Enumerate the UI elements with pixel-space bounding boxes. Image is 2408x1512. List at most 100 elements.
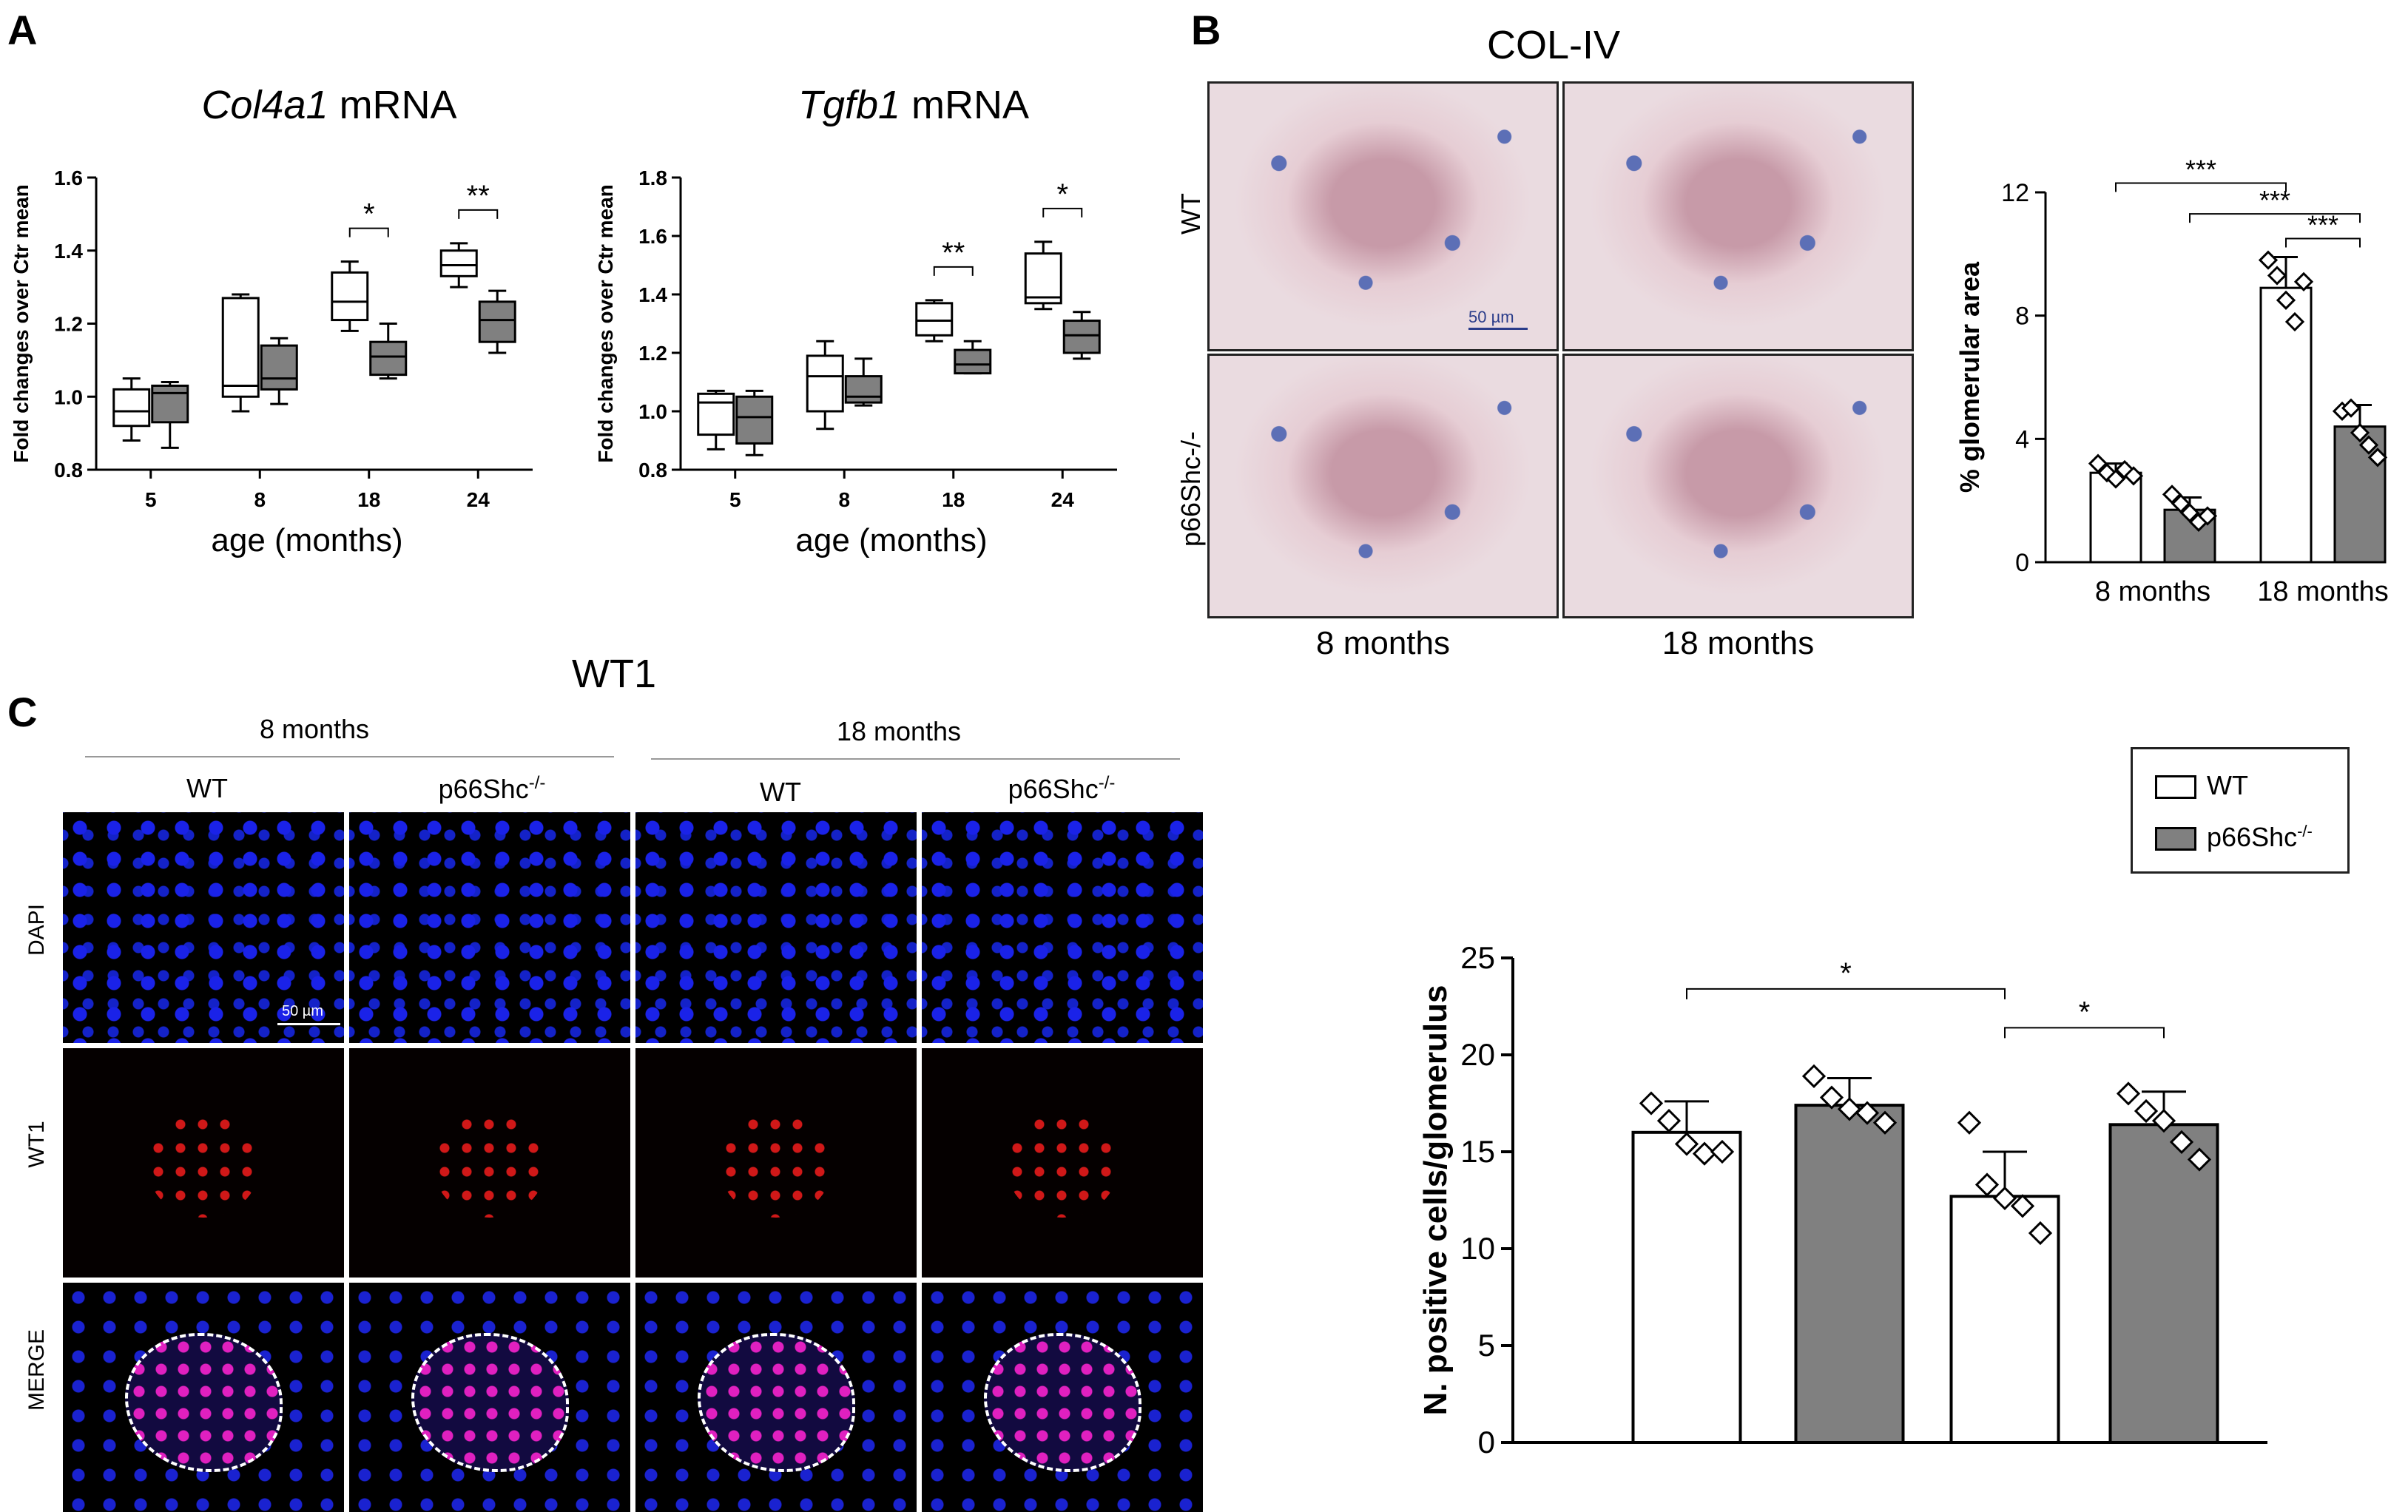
col4-area-bar-chart: 0 4 8 12 % glomerular area 8 months 18 months *… bbox=[1955, 155, 2389, 608]
y-tick-label: 1.0 bbox=[54, 385, 83, 408]
y-tick-label: 1.4 bbox=[54, 240, 83, 263]
data-point bbox=[2276, 290, 2296, 310]
glomerulus-outline bbox=[411, 1333, 569, 1472]
significance-label: *** bbox=[2259, 185, 2290, 215]
row-label-wt: WT bbox=[1176, 193, 1206, 234]
y-axis-label: Fold changes over Ctr mean bbox=[10, 184, 33, 463]
data-point bbox=[2134, 1098, 2159, 1124]
data-point bbox=[2293, 271, 2314, 291]
y-tick-label: 20 bbox=[1460, 1037, 1495, 1072]
row-label-dapi: DAPI bbox=[24, 903, 49, 956]
bar bbox=[1794, 1104, 1905, 1444]
dapi-ko-18m bbox=[922, 812, 1203, 1043]
x-tick-label: 18 bbox=[357, 488, 380, 511]
y-tick-label: 15 bbox=[1460, 1134, 1495, 1169]
data-point bbox=[1957, 1110, 1982, 1135]
legend-swatch-wt bbox=[2155, 775, 2196, 799]
box-ko bbox=[151, 384, 189, 424]
box-ko bbox=[954, 348, 992, 375]
data-point bbox=[2162, 485, 2182, 504]
bar bbox=[1631, 1130, 1742, 1444]
data-point bbox=[2088, 453, 2108, 473]
col4-title: COL-IV bbox=[1486, 23, 1621, 67]
y-tick-label: 0 bbox=[2015, 549, 2029, 577]
data-point bbox=[2179, 503, 2200, 523]
significance-label: ** bbox=[467, 180, 490, 212]
x-tick-label: 24 bbox=[467, 488, 490, 511]
data-point bbox=[2097, 463, 2117, 483]
y-tick-label: 0.8 bbox=[54, 459, 83, 482]
glomerulus-outline bbox=[697, 1333, 855, 1472]
y-tick-label: 1.2 bbox=[638, 342, 667, 365]
box-wt bbox=[112, 388, 151, 428]
col-label-ko-8m: p66Shc-/- bbox=[438, 773, 546, 804]
group-line-8m bbox=[85, 756, 614, 757]
data-point bbox=[1819, 1085, 1844, 1110]
x-axis-label: age (months) bbox=[211, 522, 402, 558]
merge-wt-8m bbox=[63, 1283, 344, 1512]
x-tick-label: 8 bbox=[838, 488, 850, 511]
scale-label: 50 µm bbox=[282, 1003, 323, 1019]
x-tick-label: 24 bbox=[1051, 488, 1075, 511]
data-point bbox=[1674, 1132, 1699, 1156]
significance-bracket bbox=[2285, 237, 2361, 248]
data-point bbox=[2267, 266, 2287, 286]
data-point bbox=[2116, 1081, 2141, 1106]
bar bbox=[1949, 1195, 2060, 1444]
data-point bbox=[2341, 398, 2361, 418]
group-label-8m: 8 months bbox=[259, 714, 370, 744]
box-wt bbox=[1024, 252, 1062, 305]
significance-bracket bbox=[1686, 988, 2006, 999]
glomerulus-outline bbox=[124, 1333, 283, 1472]
group-label-18m: 18 months bbox=[836, 716, 962, 746]
box-ko bbox=[844, 375, 883, 404]
significance-label: ** bbox=[942, 237, 965, 269]
x-tick-label: 8 bbox=[254, 488, 266, 511]
col-label-8m: 8 months bbox=[1316, 625, 1450, 661]
box-ko bbox=[1062, 320, 1101, 354]
y-axis-label: N. positive cells/glomerulus bbox=[1417, 985, 1454, 1416]
y-tick-label: 8 bbox=[2015, 303, 2029, 331]
data-point bbox=[2028, 1221, 2053, 1246]
data-point bbox=[2284, 311, 2305, 332]
y-tick-label: 12 bbox=[2001, 179, 2029, 207]
scale-bar bbox=[277, 1023, 340, 1025]
box-wt bbox=[697, 392, 735, 436]
dapi-ko-8m bbox=[349, 812, 630, 1043]
data-point bbox=[2123, 466, 2144, 486]
x-tick-label: 5 bbox=[145, 488, 157, 511]
data-point bbox=[2151, 1108, 2176, 1133]
data-point bbox=[2197, 506, 2218, 526]
box-wt bbox=[806, 354, 844, 413]
bar bbox=[2108, 1123, 2219, 1444]
y-tick-label: 1.0 bbox=[638, 400, 667, 423]
wt1-wt-8m bbox=[63, 1048, 344, 1278]
panel-letter-b: B bbox=[1191, 7, 1221, 53]
data-point bbox=[1855, 1101, 1880, 1125]
y-tick-label: 1.6 bbox=[54, 166, 83, 189]
wt1-ko-18m bbox=[922, 1048, 1203, 1278]
legend: WT p66Shc-/- bbox=[2131, 747, 2350, 874]
data-point bbox=[2187, 1147, 2212, 1172]
col-label-wt-18m: WT bbox=[760, 777, 801, 807]
significance-bracket bbox=[1042, 207, 1083, 217]
significance-label: *** bbox=[2307, 210, 2338, 240]
y-tick-label: 1.4 bbox=[638, 283, 667, 306]
group-line-18m bbox=[651, 758, 1180, 760]
data-point bbox=[1992, 1186, 2017, 1211]
panel-letter-a: A bbox=[7, 7, 38, 53]
legend-label-ko: p66Shc-/- bbox=[2207, 822, 2313, 852]
significance-label: * bbox=[2079, 996, 2091, 1028]
data-point bbox=[2358, 435, 2379, 455]
box-wt bbox=[221, 297, 260, 398]
data-point bbox=[1974, 1172, 2000, 1197]
box-ko bbox=[260, 344, 298, 391]
row-label-ko: p66Shc-/- bbox=[1176, 431, 1206, 547]
box-wt bbox=[331, 271, 369, 322]
x-tick-label: 8 months bbox=[2095, 576, 2210, 607]
significance-label: * bbox=[1056, 178, 1068, 211]
data-point bbox=[2169, 1130, 2194, 1155]
significance-bracket bbox=[348, 227, 389, 237]
col4a1-box-chart: Col4a1 mRNA 0.8 1.0 1.2 1.4 1.6 Fold changes o… bbox=[10, 83, 533, 558]
data-point bbox=[2105, 469, 2126, 489]
